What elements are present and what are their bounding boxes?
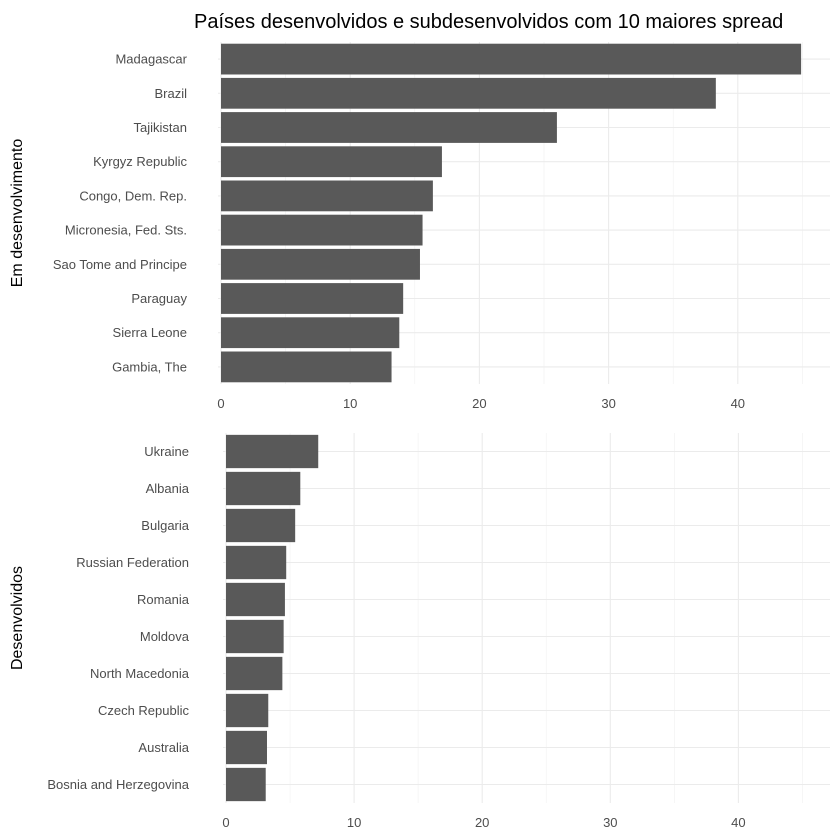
x-tick-label: 40 bbox=[731, 815, 745, 830]
category-label-brazil: Brazil bbox=[154, 86, 187, 101]
bar-micronesia-fed-sts bbox=[221, 214, 423, 246]
chart-title: Países desenvolvidos e subdesenvolvidos … bbox=[194, 11, 783, 33]
category-label-albania: Albania bbox=[146, 481, 190, 496]
category-label-sierra-leone: Sierra Leone bbox=[113, 325, 187, 340]
bar-bulgaria bbox=[226, 508, 296, 543]
x-tick-label: 0 bbox=[222, 815, 229, 830]
category-label-russian-federation: Russian Federation bbox=[76, 555, 189, 570]
category-label-bosnia-and-herzegovina: Bosnia and Herzegovina bbox=[47, 777, 189, 792]
bar-brazil bbox=[221, 77, 716, 109]
bar-sao-tome-and-principe bbox=[221, 248, 420, 280]
x-tick-label: 20 bbox=[472, 396, 486, 411]
bar-gambia-the bbox=[221, 351, 392, 383]
bar-albania bbox=[226, 471, 301, 506]
category-label-czech-republic: Czech Republic bbox=[98, 703, 190, 718]
category-label-paraguay: Paraguay bbox=[131, 291, 187, 306]
grid bbox=[223, 433, 830, 803]
bar-russian-federation bbox=[226, 545, 287, 580]
category-label-congo-dem-rep: Congo, Dem. Rep. bbox=[79, 188, 187, 203]
bar-australia bbox=[226, 730, 267, 765]
x-tick-label: 10 bbox=[347, 815, 361, 830]
category-label-bulgaria: Bulgaria bbox=[141, 518, 189, 533]
category-label-australia: Australia bbox=[138, 740, 189, 755]
panel-developing: Madagascar Brazil Tajikistan Kyrgyz Republi… bbox=[9, 42, 830, 411]
category-label-tajikistan: Tajikistan bbox=[134, 120, 187, 135]
category-label-romania: Romania bbox=[137, 592, 190, 607]
x-tick-label: 0 bbox=[217, 396, 224, 411]
bar-paraguay bbox=[221, 283, 404, 314]
category-label-micronesia-fed-sts: Micronesia, Fed. Sts. bbox=[65, 223, 187, 238]
x-tick-label: 30 bbox=[601, 396, 615, 411]
bar-romania bbox=[226, 582, 285, 617]
x-tick-label: 30 bbox=[603, 815, 617, 830]
bar-congo-dem-rep bbox=[221, 180, 433, 212]
category-label-ukraine: Ukraine bbox=[144, 444, 189, 459]
bar-tajikistan bbox=[221, 112, 557, 143]
bar-bosnia-and-herzegovina bbox=[226, 767, 266, 802]
bar-czech-republic bbox=[226, 693, 269, 728]
bar-moldova bbox=[226, 619, 284, 654]
category-label-madagascar: Madagascar bbox=[115, 52, 187, 67]
category-label-sao-tome-and-principe: Sao Tome and Principe bbox=[53, 257, 187, 272]
bar-north-macedonia bbox=[226, 656, 283, 691]
x-tick-label: 20 bbox=[475, 815, 489, 830]
panel-developed: Ukraine Albania Bulgaria Russian Federation… bbox=[9, 433, 830, 830]
category-label-gambia-the: Gambia, The bbox=[112, 359, 187, 374]
y-axis-title: Em desenvolvimento bbox=[9, 139, 26, 288]
category-label-moldova: Moldova bbox=[140, 629, 190, 644]
bar-madagascar bbox=[221, 43, 802, 75]
x-tick-label: 40 bbox=[731, 396, 745, 411]
category-label-north-macedonia: North Macedonia bbox=[90, 666, 190, 681]
bar-sierra-leone bbox=[221, 317, 400, 349]
category-label-kyrgyz-republic: Kyrgyz Republic bbox=[93, 154, 187, 169]
bar-ukraine bbox=[226, 434, 319, 469]
bar-kyrgyz-republic bbox=[221, 146, 442, 178]
y-axis-title: Desenvolvidos bbox=[9, 566, 26, 670]
x-tick-label: 10 bbox=[343, 396, 357, 411]
